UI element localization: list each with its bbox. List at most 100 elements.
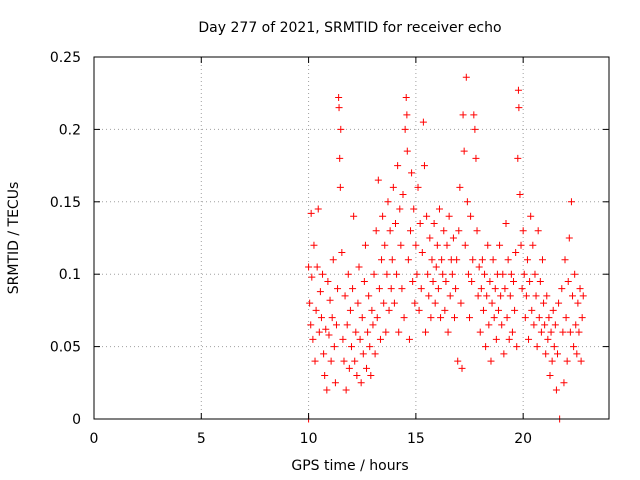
data-point	[572, 321, 580, 329]
data-point	[445, 212, 453, 220]
data-point	[403, 111, 411, 119]
data-point	[534, 227, 542, 235]
data-point	[376, 335, 384, 343]
data-point	[329, 256, 337, 264]
data-point	[535, 314, 543, 322]
data-point	[372, 227, 380, 235]
data-point	[400, 314, 408, 322]
data-point	[336, 154, 344, 162]
x-tick-label: 10	[300, 431, 318, 447]
data-point	[361, 241, 369, 249]
data-point	[319, 270, 327, 278]
data-point	[338, 248, 346, 256]
data-point	[415, 306, 423, 314]
data-point	[562, 314, 570, 322]
data-point	[412, 241, 420, 249]
data-point	[310, 241, 318, 249]
data-point	[514, 86, 522, 94]
data-point	[389, 183, 397, 191]
data-point	[405, 335, 413, 343]
data-point	[530, 321, 538, 329]
data-point	[554, 350, 561, 358]
data-point	[475, 263, 483, 271]
data-point	[401, 125, 409, 133]
data-point	[306, 299, 314, 307]
y-tick-label: 0.15	[50, 195, 81, 211]
data-point	[462, 73, 470, 81]
data-point	[385, 306, 393, 314]
data-point	[558, 285, 566, 293]
data-point	[353, 372, 361, 380]
data-point	[369, 321, 377, 329]
data-point	[313, 263, 321, 271]
data-point	[546, 372, 554, 380]
data-points	[305, 73, 587, 423]
data-point	[378, 256, 386, 264]
x-tick-label: 20	[514, 431, 532, 447]
axis-ticks: 0 5 10 15 20 0 0.05 0.1 0.15 0.2 0.25	[50, 50, 609, 447]
data-point	[342, 386, 350, 394]
data-point	[563, 357, 571, 365]
data-point	[387, 285, 395, 293]
data-point	[438, 256, 446, 264]
data-point	[426, 234, 434, 242]
data-point	[320, 350, 328, 358]
data-point	[510, 277, 518, 285]
data-point	[532, 292, 540, 300]
data-point	[548, 357, 556, 365]
data-point	[308, 273, 316, 281]
data-point	[513, 343, 521, 351]
data-point	[566, 328, 574, 336]
data-point	[512, 248, 520, 256]
data-point	[522, 292, 530, 300]
data-point	[504, 256, 512, 264]
data-point	[496, 241, 504, 249]
data-point	[410, 205, 418, 213]
data-point	[501, 285, 509, 293]
grid	[94, 57, 609, 419]
data-point	[335, 94, 343, 102]
data-point	[574, 299, 582, 307]
data-point	[484, 241, 492, 249]
data-point	[325, 331, 333, 339]
data-point	[382, 328, 390, 336]
data-point	[330, 343, 338, 351]
data-point	[569, 292, 577, 300]
data-point	[422, 328, 430, 336]
y-tick-label: 0.1	[59, 267, 81, 283]
chart-title: Day 277 of 2021, SRMTID for receiver ech…	[198, 20, 501, 36]
data-point	[498, 321, 506, 329]
data-point	[479, 306, 487, 314]
data-point	[425, 292, 433, 300]
data-point	[358, 314, 366, 322]
data-point	[499, 270, 507, 278]
x-tick-label: 15	[407, 431, 425, 447]
data-point	[356, 335, 364, 343]
data-point	[345, 364, 353, 372]
data-point	[394, 162, 402, 170]
data-point	[411, 299, 419, 307]
data-point	[528, 306, 536, 314]
data-point	[500, 350, 508, 358]
x-axis-label: GPS time / hours	[291, 458, 408, 474]
data-point	[441, 306, 449, 314]
data-point	[508, 328, 516, 336]
data-point	[409, 277, 417, 285]
data-point	[343, 321, 351, 329]
data-point	[317, 314, 325, 322]
data-point	[491, 285, 499, 293]
data-point	[397, 241, 405, 249]
data-point	[334, 285, 342, 293]
data-point	[419, 118, 427, 126]
data-point	[434, 285, 442, 293]
data-point	[335, 104, 343, 112]
data-point	[471, 125, 479, 133]
data-point	[449, 234, 457, 242]
data-point	[476, 328, 484, 336]
data-point	[576, 285, 584, 293]
data-point	[324, 277, 332, 285]
y-tick-label: 0.2	[59, 122, 81, 138]
data-point	[490, 314, 498, 322]
data-point	[531, 270, 539, 278]
